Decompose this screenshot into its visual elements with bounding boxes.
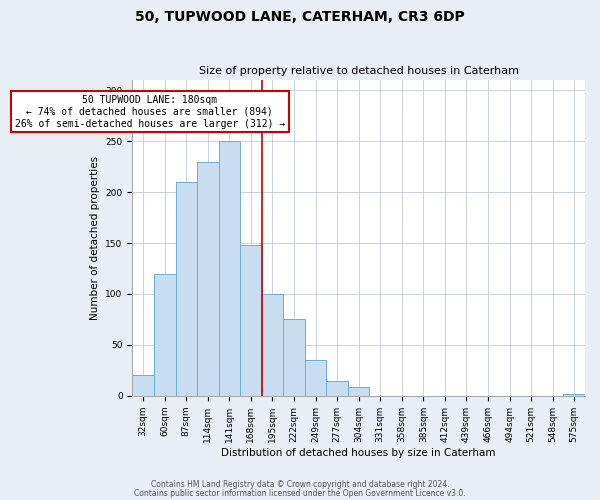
Bar	[262, 294, 283, 396]
Text: 50 TUPWOOD LANE: 180sqm
← 74% of detached houses are smaller (894)
26% of semi-d: 50 TUPWOOD LANE: 180sqm ← 74% of detache…	[14, 96, 285, 128]
Bar	[154, 274, 176, 396]
Text: Contains public sector information licensed under the Open Government Licence v3: Contains public sector information licen…	[134, 488, 466, 498]
Bar	[197, 162, 218, 396]
Bar	[283, 320, 305, 396]
X-axis label: Distribution of detached houses by size in Caterham: Distribution of detached houses by size …	[221, 448, 496, 458]
Text: 50, TUPWOOD LANE, CATERHAM, CR3 6DP: 50, TUPWOOD LANE, CATERHAM, CR3 6DP	[135, 10, 465, 24]
Bar	[326, 380, 348, 396]
Title: Size of property relative to detached houses in Caterham: Size of property relative to detached ho…	[199, 66, 519, 76]
Bar	[240, 245, 262, 396]
Bar	[218, 141, 240, 396]
Text: Contains HM Land Registry data © Crown copyright and database right 2024.: Contains HM Land Registry data © Crown c…	[151, 480, 449, 489]
Y-axis label: Number of detached properties: Number of detached properties	[90, 156, 100, 320]
Bar	[563, 394, 585, 396]
Bar	[305, 360, 326, 396]
Bar	[133, 376, 154, 396]
Bar	[176, 182, 197, 396]
Bar	[348, 386, 370, 396]
